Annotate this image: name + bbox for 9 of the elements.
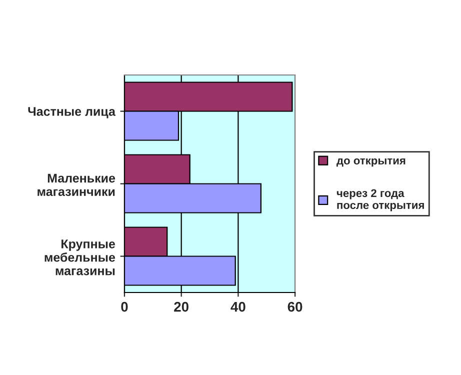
x-tick-label: 60 (288, 302, 302, 312)
y-tick-label: Крупные мебельные магазины (44, 240, 116, 276)
y-tick-label: Частные лица (28, 107, 116, 118)
legend-label: до открытия (336, 158, 406, 167)
x-tick-label: 20 (174, 302, 188, 312)
y-tick-label: Маленькие магазинчики (38, 174, 116, 196)
x-tick-label: 0 (121, 302, 128, 312)
legend-label: через 2 года после открытия (336, 189, 424, 212)
x-tick-label: 40 (230, 302, 246, 312)
